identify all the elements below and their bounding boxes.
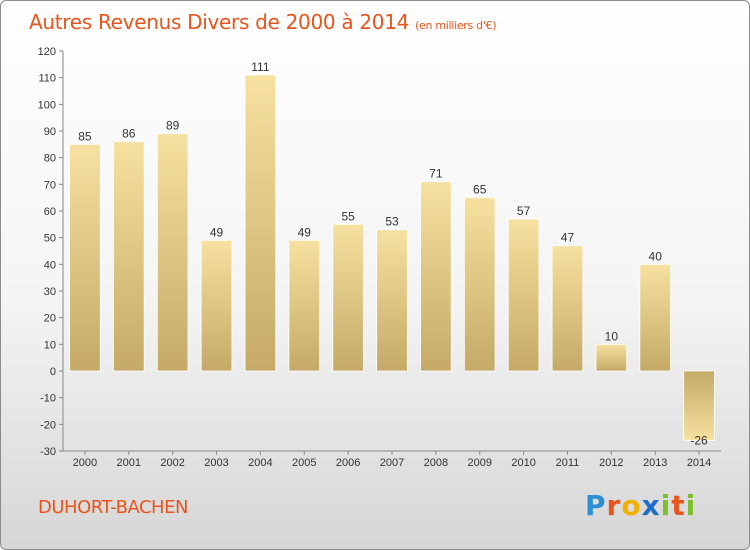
bar-2000 bbox=[69, 143, 101, 372]
bar-2009 bbox=[463, 197, 496, 372]
bar-2008 bbox=[420, 181, 452, 372]
chart-title: Autres Revenus Divers de 2000 à 2014 (en … bbox=[29, 10, 497, 34]
x-tick-label: 2013 bbox=[643, 457, 667, 469]
bar-2007 bbox=[376, 229, 408, 372]
x-tick-label: 2011 bbox=[556, 457, 580, 469]
data-label-2007: 53 bbox=[385, 215, 399, 229]
x-tick-label: 2014 bbox=[687, 457, 711, 469]
y-axis: -30 -20 -10 0 10 20 30 40 50 60 70 80 90 100 110 120 bbox=[38, 46, 64, 458]
data-label-2004: 111 bbox=[251, 60, 270, 74]
title-unit: (en milliers d'€) bbox=[415, 19, 497, 32]
x-tick-label: 2006 bbox=[336, 457, 360, 469]
bar-2011 bbox=[551, 245, 584, 372]
bar-2002 bbox=[156, 133, 189, 372]
y-tick-label: 50 bbox=[44, 233, 56, 245]
y-tick-label: -30 bbox=[40, 446, 56, 458]
y-tick-label: -20 bbox=[40, 419, 56, 431]
y-tick-label: 30 bbox=[44, 286, 56, 298]
data-label-2012: 10 bbox=[605, 329, 619, 343]
y-tick-label: 90 bbox=[44, 126, 56, 138]
data-label-2003: 49 bbox=[210, 225, 224, 239]
y-tick-label: 120 bbox=[38, 46, 56, 58]
data-label-2008: 71 bbox=[429, 167, 443, 181]
bar-2014 bbox=[683, 370, 715, 441]
y-tick-label: 100 bbox=[38, 99, 56, 111]
x-tick-label: 2010 bbox=[511, 457, 535, 469]
bar-2005 bbox=[288, 239, 321, 372]
x-tick-label: 2000 bbox=[73, 457, 97, 469]
proxiti-logo: Proxiti bbox=[585, 489, 697, 522]
bar-2012 bbox=[595, 343, 628, 372]
x-tick-label: 2001 bbox=[117, 457, 141, 469]
title-text: Autres Revenus Divers de 2000 à 2014 bbox=[29, 10, 410, 34]
data-label-2013: 40 bbox=[649, 249, 663, 263]
bar-2004 bbox=[244, 74, 277, 372]
y-tick-label: 10 bbox=[44, 339, 56, 351]
y-tick-label: 40 bbox=[44, 259, 56, 271]
data-label-2001: 86 bbox=[122, 127, 136, 141]
data-label-2009: 65 bbox=[473, 183, 487, 197]
y-tick-label: 80 bbox=[44, 153, 56, 165]
x-tick-label: 2005 bbox=[292, 457, 316, 469]
x-tick-label: 2008 bbox=[424, 457, 448, 469]
data-label-2005: 49 bbox=[298, 225, 312, 239]
x-tick-label: 2009 bbox=[467, 457, 491, 469]
commune-name: DUHORT-BACHEN bbox=[38, 497, 188, 518]
y-tick-label: -10 bbox=[40, 393, 56, 405]
bar-2003 bbox=[200, 239, 233, 372]
data-label-2006: 55 bbox=[341, 209, 355, 223]
bars bbox=[69, 74, 715, 441]
bar-2001 bbox=[113, 141, 145, 372]
x-tick-label: 2007 bbox=[380, 457, 404, 469]
y-tick-label: 60 bbox=[44, 206, 56, 218]
y-tick-label: 110 bbox=[38, 73, 56, 85]
bar-2010 bbox=[507, 218, 540, 372]
bar-2006 bbox=[332, 223, 364, 372]
y-tick-label: 70 bbox=[44, 179, 56, 191]
data-label-2000: 85 bbox=[78, 129, 92, 143]
x-tick-label: 2003 bbox=[204, 457, 228, 469]
x-tick-label: 2012 bbox=[599, 457, 623, 469]
data-label-2002: 89 bbox=[166, 119, 180, 133]
data-labels: 85 86 89 49 111 49 55 53 71 65 57 47 10 40 -26 bbox=[78, 60, 708, 447]
data-label-2011: 47 bbox=[561, 231, 575, 245]
x-axis: 2000 2001 2002 2003 2004 2005 2006 2007 2008 2009… bbox=[63, 450, 721, 469]
data-label-2014: -26 bbox=[690, 433, 708, 447]
bar-2013 bbox=[639, 263, 671, 372]
x-tick-label: 2002 bbox=[160, 457, 184, 469]
x-tick-label: 2004 bbox=[248, 457, 272, 469]
y-tick-label: 20 bbox=[44, 313, 56, 325]
data-label-2010: 57 bbox=[517, 204, 531, 218]
y-tick-label: 0 bbox=[50, 366, 56, 378]
